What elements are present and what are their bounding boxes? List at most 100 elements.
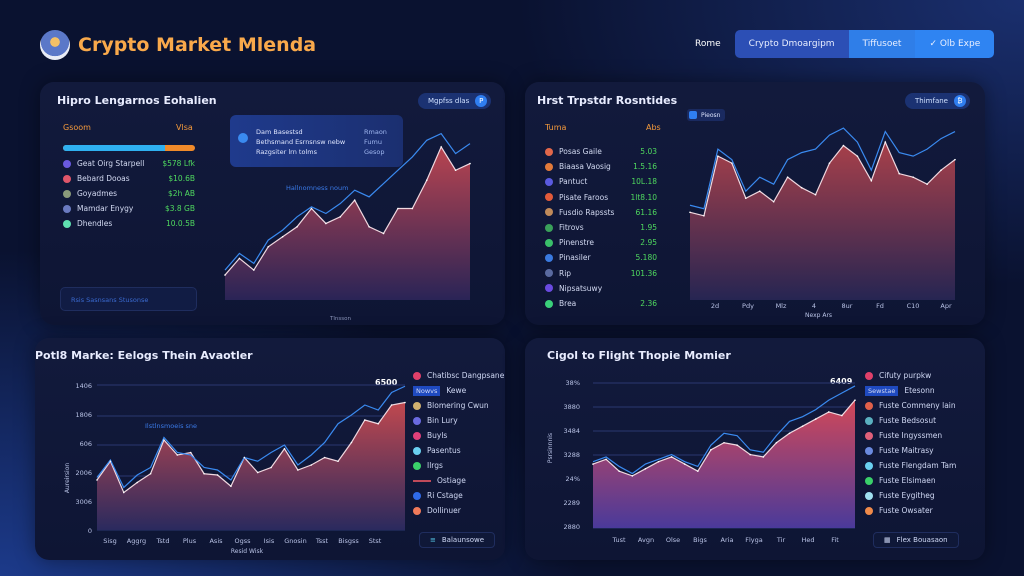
legend-item[interactable]: Ri Cstage: [413, 488, 504, 503]
area-series: [225, 146, 470, 300]
legend-item[interactable]: Bin Lury: [413, 413, 504, 428]
list-item[interactable]: Pantuct: [545, 177, 587, 186]
footer-box[interactable]: Rsis Sasnsans Stusonse: [60, 287, 197, 311]
legend-label: Fuste Bedsosut: [879, 416, 937, 425]
nav-crypto-button[interactable]: Crypto Dmoargipm: [734, 30, 849, 58]
column-header-value: Abs: [646, 123, 661, 132]
list-item[interactable]: Posas Gaile: [545, 147, 602, 156]
data-point: [176, 454, 179, 456]
list-item[interactable]: Fusdio Rapssts: [545, 208, 614, 217]
legend-label: Etesonn: [904, 386, 935, 395]
list-item[interactable]: Dhendles: [63, 219, 112, 228]
list-item[interactable]: Mamdar Enygy: [63, 204, 133, 213]
legend-item[interactable]: Nowvs Kewe: [413, 383, 504, 398]
legend-label: Chatibsc Dangpsane: [427, 371, 505, 380]
list-item[interactable]: Nipsatsuwy: [545, 284, 602, 293]
top-nav: Rome Crypto Dmoargipm Tiffusoet ✓ Olb Ex…: [695, 30, 995, 58]
item-value: $2h AB: [168, 189, 195, 198]
axis-tick: Fd: [876, 302, 884, 310]
legend-button[interactable]: ≡ Balaunsowe: [419, 532, 496, 548]
legend-item[interactable]: Cifuty purpkw: [865, 368, 956, 383]
nav-home[interactable]: Rome: [695, 39, 721, 49]
tag-icon: [689, 111, 697, 119]
data-point: [350, 441, 353, 444]
list-item[interactable]: Pisate Faroos: [545, 193, 608, 202]
column-header-name: Tuma: [545, 123, 567, 132]
x-axis-label: Tlnsson: [329, 316, 351, 322]
data-point: [267, 245, 270, 248]
item-value: $3.8 GB: [164, 204, 195, 213]
legend-item[interactable]: Fuste Ingyssmen: [865, 428, 956, 443]
legend-item[interactable]: Blomering Cwun: [413, 398, 504, 413]
legend-label: Bin Lury: [427, 416, 458, 425]
legend-item[interactable]: Fuste Commeny lain: [865, 398, 956, 413]
area-series: [690, 142, 955, 300]
list-item[interactable]: Fitrovs: [545, 223, 584, 232]
legend-item[interactable]: Fuste Elsimaen: [865, 473, 956, 488]
list-item[interactable]: Rip: [545, 269, 571, 278]
legend-item[interactable]: Sewstae Etesonn: [865, 383, 956, 398]
legend-item[interactable]: Chatibsc Dangpsane: [413, 368, 504, 383]
axis-tick: Gnosin: [284, 537, 306, 545]
card-line: Razgsiter lrn tolms: [256, 148, 317, 156]
list-item[interactable]: Geat Oirg Starpell: [63, 159, 144, 168]
nav-second-button[interactable]: Tiffusoet: [848, 30, 916, 58]
list-item[interactable]: Pinenstre: [545, 238, 594, 247]
data-point: [657, 460, 660, 463]
coin-icon: [545, 208, 553, 217]
app-header: Crypto Market Mlenda: [40, 30, 316, 60]
item-value: 2.36: [640, 299, 657, 308]
peak-label: 6409: [830, 377, 853, 386]
chart-tag[interactable]: Pieosn: [687, 109, 726, 121]
data-point: [382, 232, 385, 235]
legend-item[interactable]: Fuste Owsater: [865, 503, 956, 518]
list-item[interactable]: Pinasiler: [545, 253, 591, 262]
legend-item[interactable]: Ilrgs: [413, 458, 504, 473]
axis-tick: Tust: [611, 536, 625, 544]
data-point: [758, 190, 761, 193]
axis-tick: Plus: [183, 537, 197, 545]
legend-label: Fuste Owsater: [879, 506, 933, 515]
item-name: Nipsatsuwy: [559, 283, 603, 293]
legend: Cifuty purpkw Sewstae Etesonn Fuste Commeny…: [865, 368, 956, 518]
data-point: [856, 155, 859, 157]
panel-action-button[interactable]: Mgpfss dlas P: [418, 93, 492, 109]
data-point: [337, 460, 339, 463]
axis-tick: 1806: [75, 411, 92, 419]
legend-item[interactable]: Ostiage: [413, 473, 504, 488]
axis-tick: 3880: [563, 403, 580, 411]
data-point: [786, 176, 789, 178]
p-icon: P: [475, 95, 488, 107]
legend-item[interactable]: Pasentus: [413, 443, 504, 458]
panel-title: Potl8 Marke: Eelogs Thein Avaotler: [35, 349, 253, 362]
legend-item[interactable]: Fuste Eygitheg: [865, 488, 956, 503]
legend-item[interactable]: Fuste Maitrasy: [865, 443, 956, 458]
legend-button[interactable]: ▦ Flex Bouasaon: [873, 532, 959, 548]
item-name: Rip: [559, 268, 572, 278]
legend-item[interactable]: Fuste Flengdam Tam: [865, 458, 956, 473]
list-item[interactable]: Biaasa Vaosig: [545, 162, 611, 171]
list-item[interactable]: Bebard Dooas: [63, 174, 130, 183]
data-point: [163, 439, 165, 441]
legend-item[interactable]: Dollinuer: [413, 503, 504, 518]
data-point: [281, 235, 284, 238]
legend-item[interactable]: Fuste Bedsosut: [865, 413, 956, 428]
legend-label: Blomering Cwun: [427, 401, 489, 410]
item-value: $10.6B: [168, 174, 195, 183]
nav-third-button[interactable]: ✓ Olb Expe: [915, 30, 995, 58]
axis-tick: 38%: [566, 379, 580, 387]
chart-label: Hallnomness noum: [286, 184, 348, 192]
axis-tick: 2006: [75, 469, 92, 477]
data-point: [814, 418, 817, 420]
panel-bottom-right: Cigol to Flight Thopie Momier Psrsinnnis…: [525, 338, 985, 560]
list-item[interactable]: Goyadmes: [63, 189, 117, 198]
legend-swatch: [865, 446, 873, 455]
list-item[interactable]: Brea: [545, 299, 576, 308]
axis-tick: Asis: [209, 537, 223, 545]
legend-label: Fuste Commeny lain: [879, 401, 956, 410]
legend-swatch: [865, 371, 873, 380]
legend-label: Etmonnie: [271, 286, 302, 294]
legend-item[interactable]: Buyls: [413, 428, 504, 443]
panel-action-button[interactable]: Thimfane ₿: [905, 93, 970, 109]
data-point: [404, 401, 406, 404]
